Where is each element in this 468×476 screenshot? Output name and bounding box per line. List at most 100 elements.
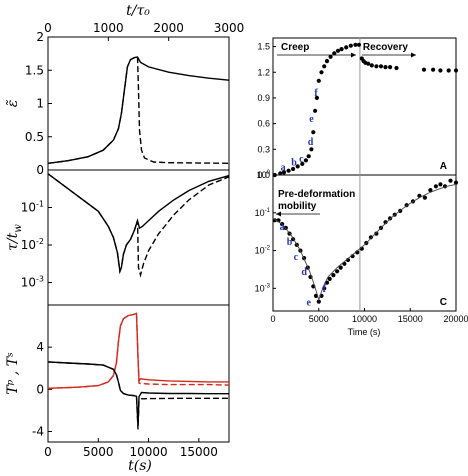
point-label: a [280, 222, 285, 233]
mobility-annotation: mobility [278, 201, 317, 212]
y-tick-label: 100 [257, 170, 271, 180]
y-tick-label: 1 [36, 97, 44, 111]
y-tick-label: -4 [32, 424, 44, 438]
data-point [332, 51, 337, 56]
x-axis-label: t(s) [128, 458, 152, 474]
series-line-dashed [48, 361, 229, 430]
data-point [278, 171, 283, 176]
data-point [314, 95, 319, 100]
data-point [306, 154, 311, 159]
data-point [316, 78, 321, 83]
top-axis-label: t/τ₀ [126, 3, 150, 19]
y-tick-exponent: -1 [265, 208, 271, 214]
y-tick-label: 0.5 [25, 130, 44, 144]
x-tick-label: 0 [44, 445, 52, 459]
x-tick-label: 20000 [443, 314, 468, 324]
x-axis-label: Time (s) [348, 327, 381, 337]
panel-letter: A [440, 161, 447, 172]
data-point [421, 67, 427, 72]
data-point [322, 64, 327, 69]
x-tick-label: 5000 [83, 445, 114, 459]
data-point [366, 61, 371, 66]
recovery-annotation: Recovery [363, 42, 408, 53]
data-point [453, 68, 459, 73]
x-tick-label: 10000 [129, 445, 167, 459]
top-tick-label: 2000 [153, 21, 184, 35]
y-tick-base: 10 [257, 170, 267, 180]
data-point [286, 168, 291, 173]
data-point [313, 108, 318, 113]
data-point [331, 273, 336, 278]
series-line-solid [48, 56, 229, 164]
point-label: c [299, 154, 304, 165]
y-tick-label: 0.9 [257, 93, 270, 103]
data-point [383, 65, 388, 70]
y-tick-label: 10-2 [21, 237, 44, 252]
y-tick-label: 4 [36, 340, 44, 354]
data-point [291, 166, 296, 172]
series-line-dashed [48, 56, 229, 164]
left-figure: 0 1000 2000 3000 t/τ₀ 0 5000 10000 15000 t(s) 0 0.5… [5, 3, 244, 474]
point-label: b [291, 158, 297, 169]
data-point [446, 68, 451, 73]
y-tick-label: 10-3 [255, 283, 271, 293]
y-tick-exponent: -1 [36, 200, 44, 209]
point-label: d [308, 137, 314, 148]
data-point [281, 170, 287, 175]
y-tick-label: 10-1 [255, 208, 271, 218]
y-tick-label: 10-1 [21, 200, 44, 215]
series-line-dashed [48, 173, 229, 278]
y-tick-exponent: -3 [265, 283, 271, 289]
mobility-annotation: Pre-deformation [278, 189, 355, 200]
y-tick-base: 10 [255, 208, 265, 218]
top-tick-label: 0 [44, 21, 52, 35]
panel-letter: C [440, 297, 447, 308]
y-axis-label: ε̃ [5, 100, 21, 108]
x-tick-label: 5000 [309, 314, 329, 324]
y-tick-label: 10-2 [255, 246, 271, 256]
data-point [311, 130, 316, 135]
data-point [374, 64, 379, 69]
x-tick-label: 15000 [180, 445, 218, 459]
creep-annotation: Creep [281, 42, 309, 53]
y-tick-label: 10-3 [21, 275, 44, 290]
x-tick-label: 0 [270, 314, 275, 324]
y-tick-label: 0.6 [257, 119, 270, 129]
top-tick-label: 1000 [93, 21, 124, 35]
data-point [339, 47, 344, 52]
point-label: b [287, 237, 293, 248]
y-tick-base: 10 [255, 246, 265, 256]
point-label: a [281, 163, 286, 174]
y-tick-base: 10 [21, 238, 36, 252]
data-point [338, 265, 343, 270]
data-point [327, 276, 332, 281]
top-tick-label: 3000 [214, 21, 245, 35]
point-label: f [323, 284, 327, 295]
x-tick-label: 10000 [352, 314, 377, 324]
series-line-solid [48, 312, 229, 389]
y-tick-label: 1.5 [257, 42, 270, 52]
data-point [348, 43, 353, 48]
data-point [335, 269, 340, 274]
data-point [388, 65, 393, 70]
y-tick-label: 1.5 [25, 63, 44, 77]
data-point [438, 182, 443, 187]
data-point [374, 231, 379, 236]
x-tick-label: 15000 [398, 314, 423, 324]
series-line-dashed [48, 312, 229, 389]
creep-arrow-head [350, 52, 356, 58]
y-tick-base: 10 [255, 283, 265, 293]
right-figure: 0 5000 10000 15000 20000 Time (s) 0.0 0.3 0.6 0.9… [255, 37, 468, 337]
data-point [431, 67, 436, 72]
y-tick-exponent: -2 [36, 237, 44, 246]
data-point [300, 161, 305, 166]
data-point [353, 42, 358, 47]
data-point [309, 147, 314, 152]
data-point [378, 64, 384, 69]
y-tick-label: 1.2 [257, 67, 270, 77]
data-point [422, 195, 427, 200]
data-point [368, 235, 373, 240]
y-tick-exponent: -3 [36, 275, 44, 284]
point-label: e [306, 297, 311, 308]
